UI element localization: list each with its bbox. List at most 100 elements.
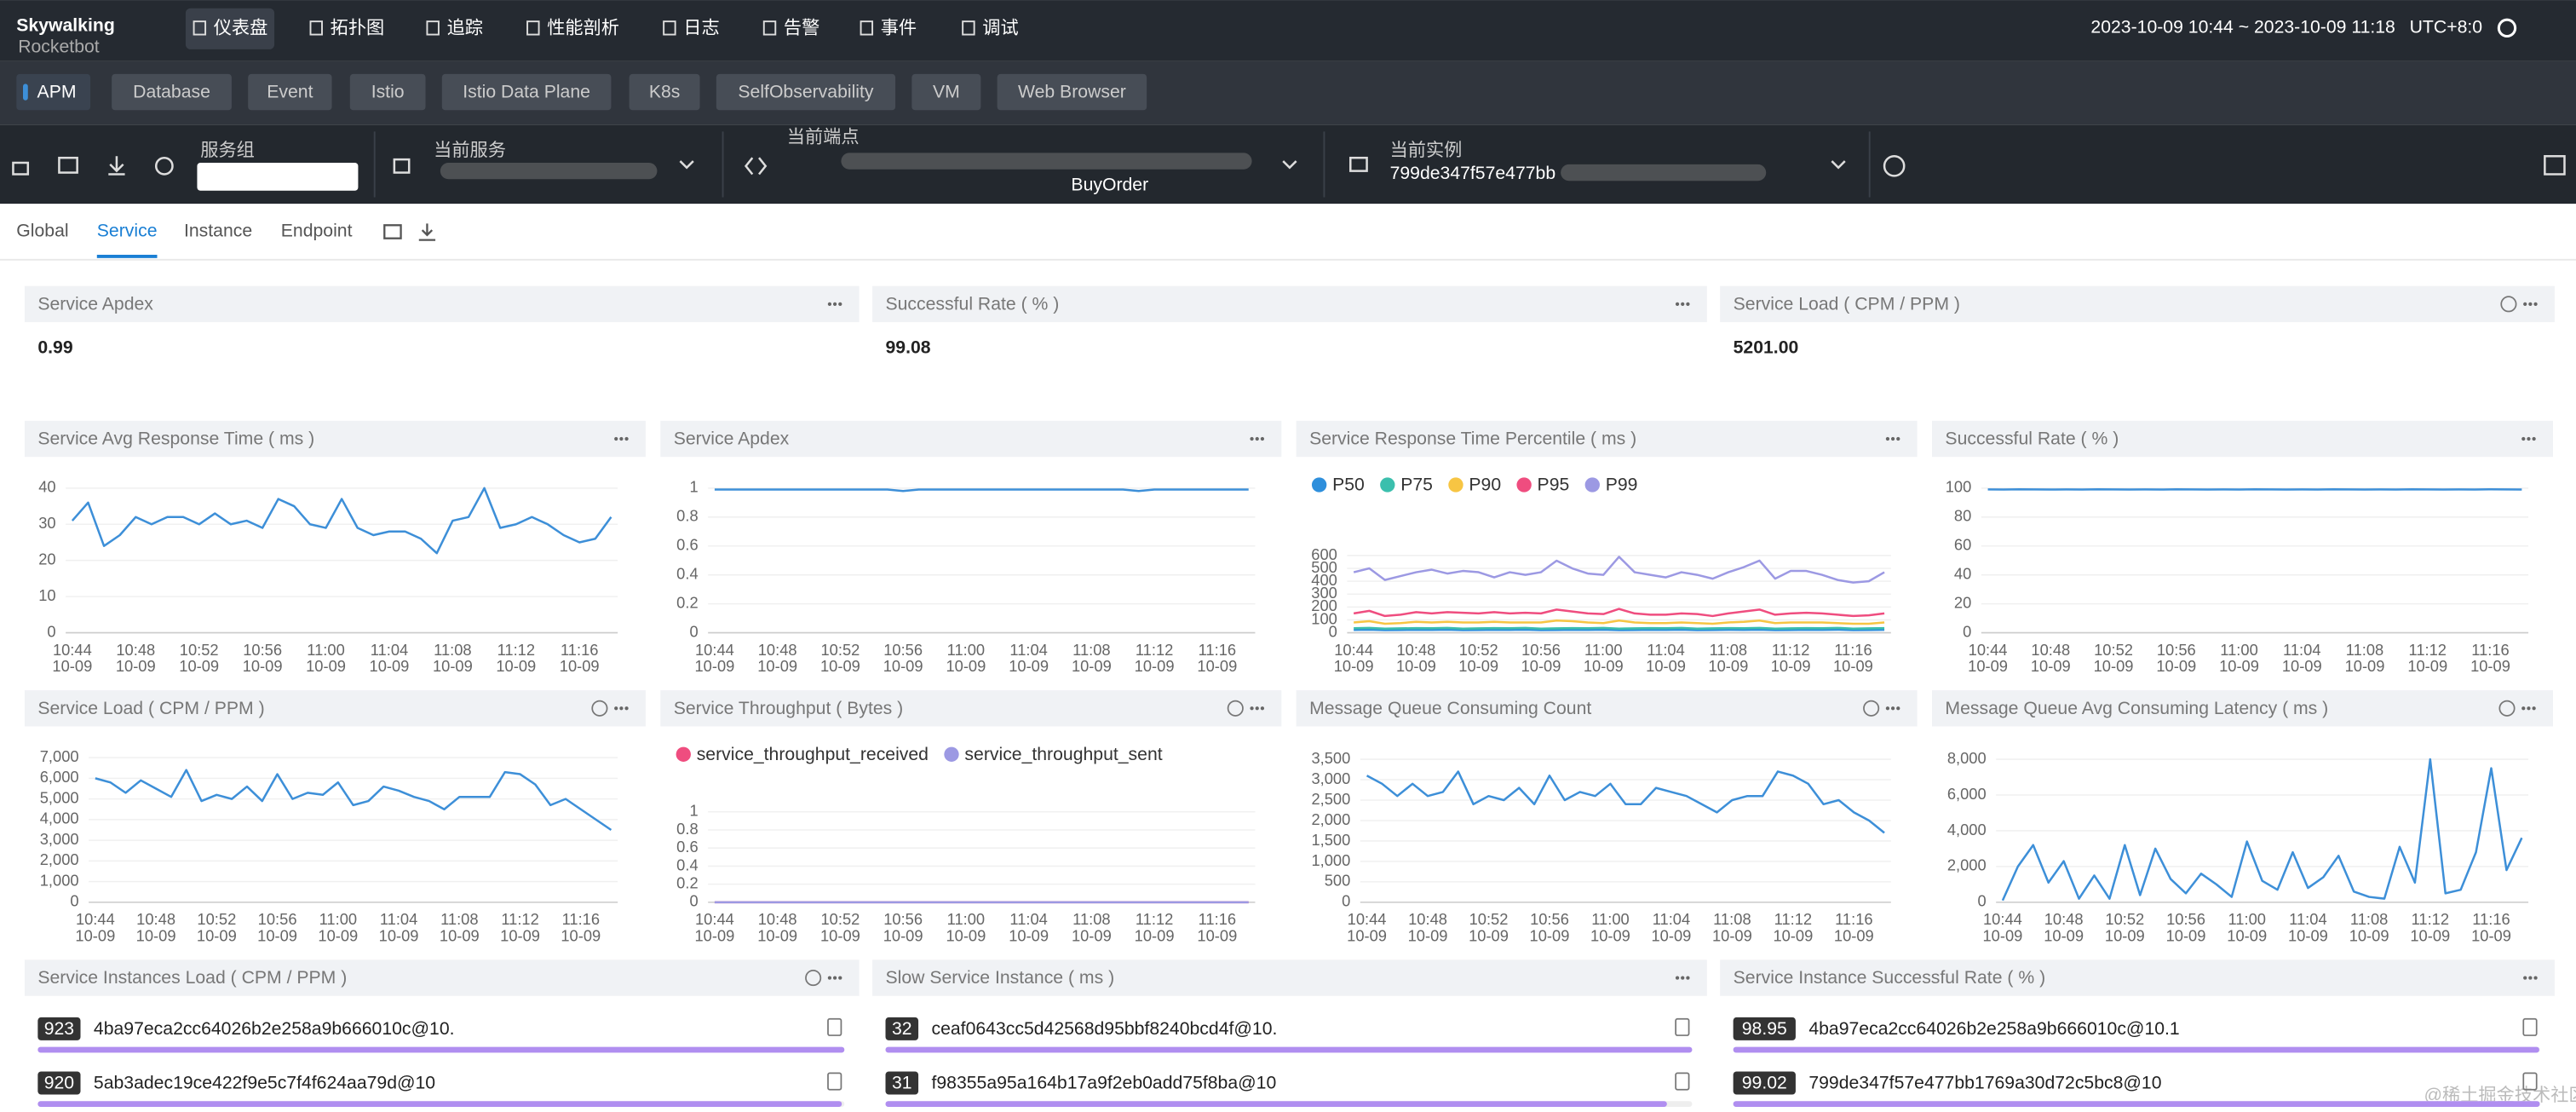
layer-label[interactable]: APM bbox=[37, 83, 77, 102]
layer-button[interactable] bbox=[629, 73, 700, 111]
more-dot[interactable] bbox=[1250, 706, 1254, 711]
instance-name[interactable]: 5ab3adec19ce422f9e5c7f4f624aa79d@10 bbox=[94, 1074, 435, 1093]
more-dot[interactable] bbox=[1896, 706, 1900, 711]
more-dot[interactable] bbox=[1675, 976, 1680, 980]
more-dot[interactable] bbox=[2521, 436, 2526, 441]
layer-button[interactable] bbox=[112, 73, 232, 111]
instance-name[interactable]: 4ba97eca2cc64026b2e258a9b666010c@10.1 bbox=[1808, 1019, 2179, 1039]
layer-button[interactable] bbox=[716, 73, 896, 111]
legend-label[interactable]: P99 bbox=[1606, 475, 1638, 495]
more-dot[interactable] bbox=[1681, 302, 1685, 306]
more-dot[interactable] bbox=[1260, 436, 1265, 441]
layer-button[interactable] bbox=[16, 73, 91, 111]
legend-label[interactable]: P75 bbox=[1400, 475, 1433, 495]
more-dot[interactable] bbox=[1255, 706, 1259, 711]
layer-button[interactable] bbox=[911, 73, 981, 111]
info-icon[interactable] bbox=[1227, 700, 1244, 717]
more-dot[interactable] bbox=[838, 302, 842, 306]
selector-value[interactable]: 799de347f57e477bb bbox=[1390, 164, 1556, 183]
copy-icon[interactable] bbox=[1675, 1072, 1690, 1091]
more-dot[interactable] bbox=[827, 976, 832, 980]
sidebar-icon[interactable] bbox=[2544, 155, 2566, 176]
chevrons[interactable] bbox=[679, 160, 1846, 170]
more-dot[interactable] bbox=[619, 436, 624, 441]
more-dot[interactable] bbox=[1686, 302, 1690, 306]
legend-label[interactable]: P95 bbox=[1538, 475, 1570, 495]
menu-item[interactable]: 拓扑图 bbox=[331, 17, 385, 37]
more-dot[interactable] bbox=[2527, 706, 2531, 711]
more-dot[interactable] bbox=[2523, 976, 2527, 980]
more-dot[interactable] bbox=[614, 436, 618, 441]
tab[interactable]: Instance bbox=[184, 222, 252, 241]
more-dot[interactable] bbox=[2528, 302, 2533, 306]
time-range[interactable]: 2023-10-09 10:44 ~ 2023-10-09 11:18 bbox=[2090, 17, 2395, 37]
more-dot[interactable] bbox=[1885, 706, 1890, 711]
more-dot[interactable] bbox=[614, 706, 618, 711]
lock-icon[interactable] bbox=[12, 161, 30, 176]
service-group-input[interactable] bbox=[197, 162, 359, 191]
instance-name[interactable]: f98355a95a164b17a9f2eb0add75f8ba@10 bbox=[932, 1074, 1277, 1093]
layer-button[interactable] bbox=[441, 73, 612, 111]
legend-label[interactable]: P90 bbox=[1469, 475, 1501, 495]
timezone[interactable]: UTC+8:0 bbox=[2410, 17, 2482, 37]
instance-name[interactable]: 799de347f57e477bb1769a30d72c5bc8@10 bbox=[1808, 1074, 2161, 1093]
more-dot[interactable] bbox=[838, 976, 842, 980]
info-icon[interactable] bbox=[1883, 155, 1906, 177]
tab[interactable]: Global bbox=[16, 222, 68, 241]
tab-icons[interactable] bbox=[383, 223, 436, 241]
copy-icon[interactable] bbox=[2522, 1072, 2538, 1091]
folder-icon[interactable] bbox=[58, 156, 78, 174]
info-icon[interactable] bbox=[805, 970, 822, 987]
layer-label[interactable]: VM bbox=[933, 83, 960, 102]
tab[interactable]: Service bbox=[97, 222, 158, 241]
layer-label[interactable]: Web Browser bbox=[1018, 83, 1126, 102]
info-icon[interactable] bbox=[591, 700, 608, 717]
more-dot[interactable] bbox=[2532, 436, 2536, 441]
menu-item[interactable]: 事件 bbox=[881, 17, 917, 37]
more-dot[interactable] bbox=[1890, 706, 1895, 711]
layer-label[interactable]: Event bbox=[267, 83, 313, 102]
layer-label[interactable]: Database bbox=[133, 83, 210, 102]
more-dot[interactable] bbox=[1255, 436, 1259, 441]
reload-icon[interactable] bbox=[154, 156, 174, 176]
refresh-icon[interactable] bbox=[2497, 18, 2517, 38]
download-icon[interactable] bbox=[108, 156, 125, 176]
layer-label[interactable]: K8s bbox=[649, 83, 681, 102]
layer-label[interactable]: Istio bbox=[371, 83, 405, 102]
instance-name[interactable]: 4ba97eca2cc64026b2e258a9b666010c@10. bbox=[94, 1019, 455, 1039]
menu-item[interactable]: 告警 bbox=[784, 17, 819, 37]
more-dot[interactable] bbox=[1686, 976, 1690, 980]
more-dot[interactable] bbox=[1885, 436, 1890, 441]
layer-button[interactable] bbox=[349, 73, 426, 111]
menu-item[interactable]: 调试 bbox=[982, 17, 1018, 37]
more-dot[interactable] bbox=[832, 976, 837, 980]
more-dot[interactable] bbox=[2532, 706, 2536, 711]
legend-label[interactable]: service_throughput_received bbox=[697, 745, 929, 764]
more-dot[interactable] bbox=[624, 436, 629, 441]
layer-label[interactable]: SelfObservability bbox=[738, 83, 873, 102]
legend-label[interactable]: P50 bbox=[1332, 475, 1365, 495]
layer-button[interactable] bbox=[248, 73, 332, 111]
more-dot[interactable] bbox=[2533, 302, 2538, 306]
more-dot[interactable] bbox=[2528, 976, 2533, 980]
more-dot[interactable] bbox=[1260, 706, 1265, 711]
more-dot[interactable] bbox=[1681, 976, 1685, 980]
more-dot[interactable] bbox=[624, 706, 629, 711]
more-dot[interactable] bbox=[619, 706, 624, 711]
copy-icon[interactable] bbox=[827, 1072, 842, 1091]
copy-icon[interactable] bbox=[827, 1017, 842, 1036]
more-dot[interactable] bbox=[2521, 706, 2526, 711]
more-dot[interactable] bbox=[1675, 302, 1680, 306]
menu-item[interactable]: 仪表盘 bbox=[214, 17, 268, 37]
more-dot[interactable] bbox=[2527, 436, 2531, 441]
copy-icon[interactable] bbox=[2522, 1017, 2538, 1036]
info-icon[interactable] bbox=[1863, 700, 1880, 717]
info-icon[interactable] bbox=[2500, 296, 2517, 313]
copy-icon[interactable] bbox=[1675, 1017, 1690, 1036]
layer-label[interactable]: Istio Data Plane bbox=[463, 83, 590, 102]
more-dot[interactable] bbox=[2533, 976, 2538, 980]
more-dot[interactable] bbox=[1890, 436, 1895, 441]
info-icon[interactable] bbox=[2498, 700, 2516, 717]
legend-label[interactable]: service_throughput_sent bbox=[964, 745, 1162, 764]
menu-item[interactable]: 日志 bbox=[683, 17, 719, 37]
